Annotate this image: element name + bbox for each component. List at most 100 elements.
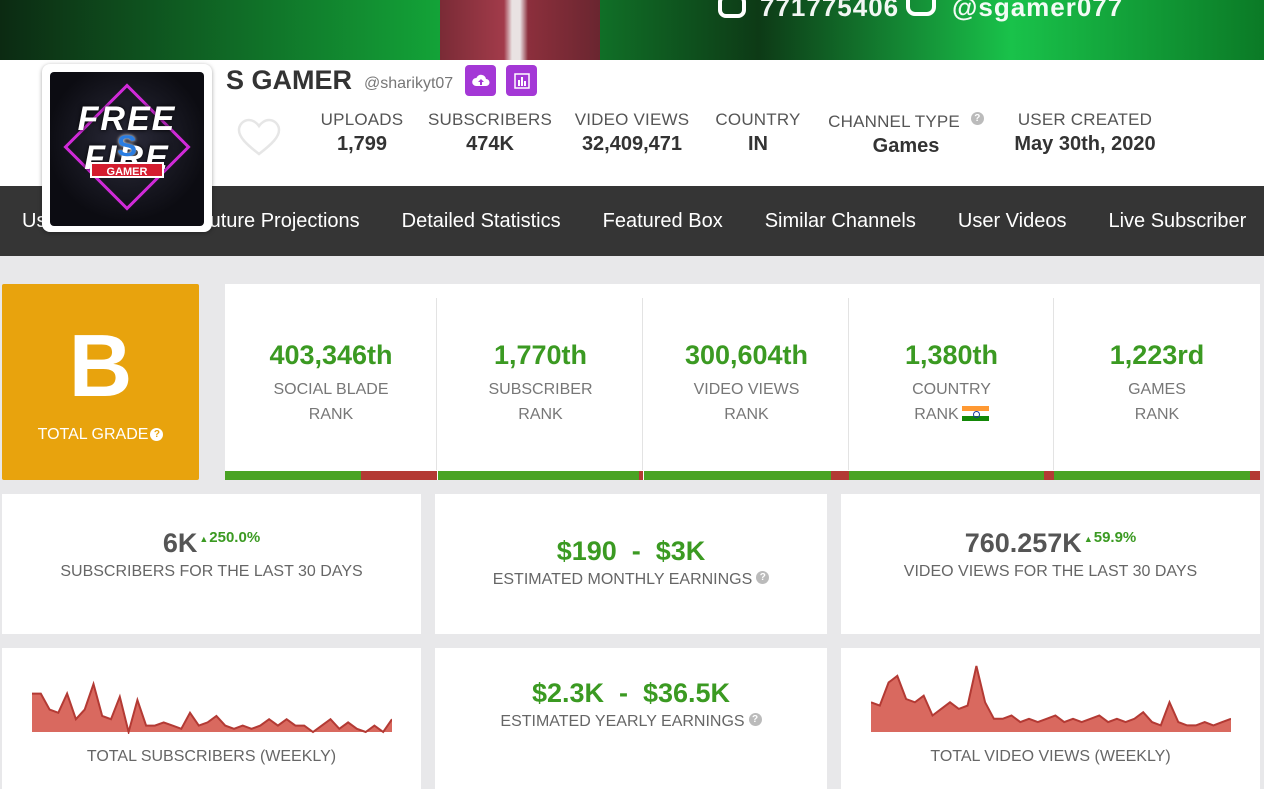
rank-label: SUBSCRIBER RANK	[438, 377, 643, 427]
monthly-earnings-label: ESTIMATED MONTHLY EARNINGS	[492, 571, 753, 588]
rank-label-line2: RANK	[724, 406, 769, 423]
views-30-days-card: 760.257K59.9% VIDEO VIEWS FOR THE LAST 3…	[841, 494, 1260, 634]
channel-name-row: S GAMER @sharikyt07	[226, 65, 538, 96]
subs-30-delta: 250.0%	[199, 529, 260, 546]
rank-label-line2: RANK	[1134, 406, 1180, 423]
channel-type-label: CHANNEL TYPE	[828, 112, 960, 131]
subs-30-row: 6K250.0%	[2, 528, 421, 559]
views-weekly-label: TOTAL VIDEO VIEWS (WEEKLY)	[930, 748, 1171, 765]
divider	[1053, 298, 1054, 470]
uploads-label: UPLOADS	[320, 110, 404, 129]
grade-letter: B	[68, 316, 133, 415]
divider	[436, 298, 437, 470]
nav-detailed-statistics[interactable]: Detailed Statistics	[401, 209, 561, 232]
channel-handle[interactable]: @sharikyt07	[364, 74, 454, 92]
country-value: IN	[748, 133, 768, 155]
channel-banner: 771775406 @sgamer077	[0, 0, 1264, 60]
sparkline-line	[871, 665, 1231, 727]
divider	[848, 298, 849, 470]
monthly-earnings-card: $190 - $3K ESTIMATED MONTHLY EARNINGS?	[435, 494, 827, 634]
avatar-logo-text: FREE FIRE	[77, 100, 177, 177]
rank-subscriber: 1,770th SUBSCRIBER RANK	[438, 284, 643, 480]
subscribers-label: SUBSCRIBERS	[427, 110, 553, 129]
stats-chart-button[interactable]	[506, 65, 538, 96]
views-30-delta: 59.9%	[1084, 529, 1136, 546]
views-weekly-sparkline[interactable]	[871, 662, 1231, 734]
yearly-earnings-value: $2.3K - $36.5K	[531, 678, 731, 708]
monthly-earnings-value: $190 - $3K	[556, 536, 706, 566]
rank-number: 1,380th	[904, 340, 999, 370]
subs-30-value: 6K	[162, 528, 198, 558]
rank-label-line1: GAMES	[1128, 381, 1186, 398]
channel-type-value: Games	[872, 135, 940, 157]
rank-progress-bar	[849, 471, 1054, 480]
nav-user-videos[interactable]: User Videos	[957, 209, 1067, 232]
subs-weekly-card: TOTAL SUBSCRIBERS (WEEKLY)	[2, 648, 421, 789]
rank-label-line1: VIDEO VIEWS	[693, 381, 800, 398]
channel-name: S GAMER	[226, 65, 353, 95]
yearly-earnings-label-row: ESTIMATED YEARLY EARNINGS?	[435, 713, 827, 731]
uploads-value: 1,799	[336, 133, 388, 155]
rank-label-line1: SOCIAL BLADE	[273, 381, 389, 398]
avatar: FREE FIRE S GAMER	[42, 64, 212, 232]
nav-similar-channels[interactable]: Similar Channels	[764, 209, 916, 232]
stat-user-created: USER CREATED May 30th, 2020	[1006, 110, 1164, 156]
rank-country: 1,380th COUNTRY RANK	[849, 284, 1054, 480]
views-30-row: 760.257K59.9%	[841, 528, 1260, 559]
rank-label: COUNTRY RANK	[849, 377, 1054, 427]
rank-progress-bar	[644, 471, 849, 480]
video-views-value: 32,409,471	[581, 133, 683, 155]
sparkline-area	[871, 666, 1231, 732]
india-flag-icon	[961, 406, 989, 421]
sparkline-line	[32, 680, 392, 734]
rank-label: GAMES RANK	[1054, 377, 1260, 427]
help-icon[interactable]: ?	[748, 713, 762, 726]
banner-social: @sgamer077	[952, 0, 1124, 22]
banner-phone: 771775406	[760, 0, 900, 22]
rank-label: SOCIAL BLADE RANK	[225, 377, 437, 427]
channel-header: FREE FIRE S GAMER S GAMER @sharikyt07 UP…	[0, 60, 1264, 232]
bar-chart-icon	[513, 72, 530, 89]
stat-subscribers: SUBSCRIBERS 474K	[424, 110, 556, 156]
views-30-value: 760.257K	[964, 528, 1082, 558]
avatar-logo-gamer: GAMER	[90, 162, 164, 178]
help-icon[interactable]: ?	[150, 428, 164, 441]
avatar-logo-s: S	[116, 130, 137, 163]
help-icon[interactable]: ?	[970, 112, 984, 125]
nav-live-subscriber[interactable]: Live Subscriber	[1108, 209, 1247, 232]
rank-games: 1,223rd GAMES RANK	[1054, 284, 1260, 480]
country-label: COUNTRY	[715, 110, 801, 129]
stat-uploads: UPLOADS 1,799	[314, 110, 410, 156]
instagram-icon	[906, 0, 936, 16]
rank-progress-bar	[225, 471, 437, 480]
rank-number: 1,223rd	[1109, 340, 1205, 370]
rank-progress-bar	[1054, 471, 1260, 480]
sparkline-area	[32, 684, 392, 732]
rank-label: VIDEO VIEWS RANK	[644, 377, 849, 427]
banner-figure	[440, 0, 600, 60]
nav-future-projections[interactable]: Future Projections	[197, 209, 360, 232]
rank-progress-bar	[438, 471, 643, 480]
subs-30-label: SUBSCRIBERS FOR THE LAST 30 DAYS	[60, 563, 363, 580]
total-grade-box: B TOTAL GRADE?	[2, 284, 199, 480]
ranks-panel: 403,346th SOCIAL BLADE RANK 1,770th SUBSC…	[225, 284, 1260, 480]
rank-label-line2: RANK	[308, 406, 354, 423]
rank-label-line2: RANK	[914, 406, 959, 423]
rank-label-line2: RANK	[518, 406, 563, 423]
yearly-earnings-label: ESTIMATED YEARLY EARNINGS	[500, 713, 745, 730]
avatar-image: FREE FIRE S GAMER	[50, 72, 204, 226]
rank-video-views: 300,604th VIDEO VIEWS RANK	[644, 284, 849, 480]
grade-label: TOTAL GRADE	[37, 426, 149, 443]
subs-weekly-sparkline[interactable]	[32, 664, 392, 734]
cloud-upload-icon	[471, 74, 490, 86]
upload-button[interactable]	[465, 65, 497, 96]
subs-weekly-label: TOTAL SUBSCRIBERS (WEEKLY)	[86, 748, 337, 765]
nav-featured-box[interactable]: Featured Box	[602, 209, 723, 232]
rank-number: 403,346th	[269, 340, 393, 370]
favorite-heart-icon[interactable]	[236, 118, 282, 158]
stat-country: COUNTRY IN	[710, 110, 806, 156]
views-weekly-card: TOTAL VIDEO VIEWS (WEEKLY)	[841, 648, 1260, 789]
help-icon[interactable]: ?	[756, 571, 770, 584]
divider	[642, 298, 643, 470]
monthly-earnings-label-row: ESTIMATED MONTHLY EARNINGS?	[435, 571, 827, 589]
